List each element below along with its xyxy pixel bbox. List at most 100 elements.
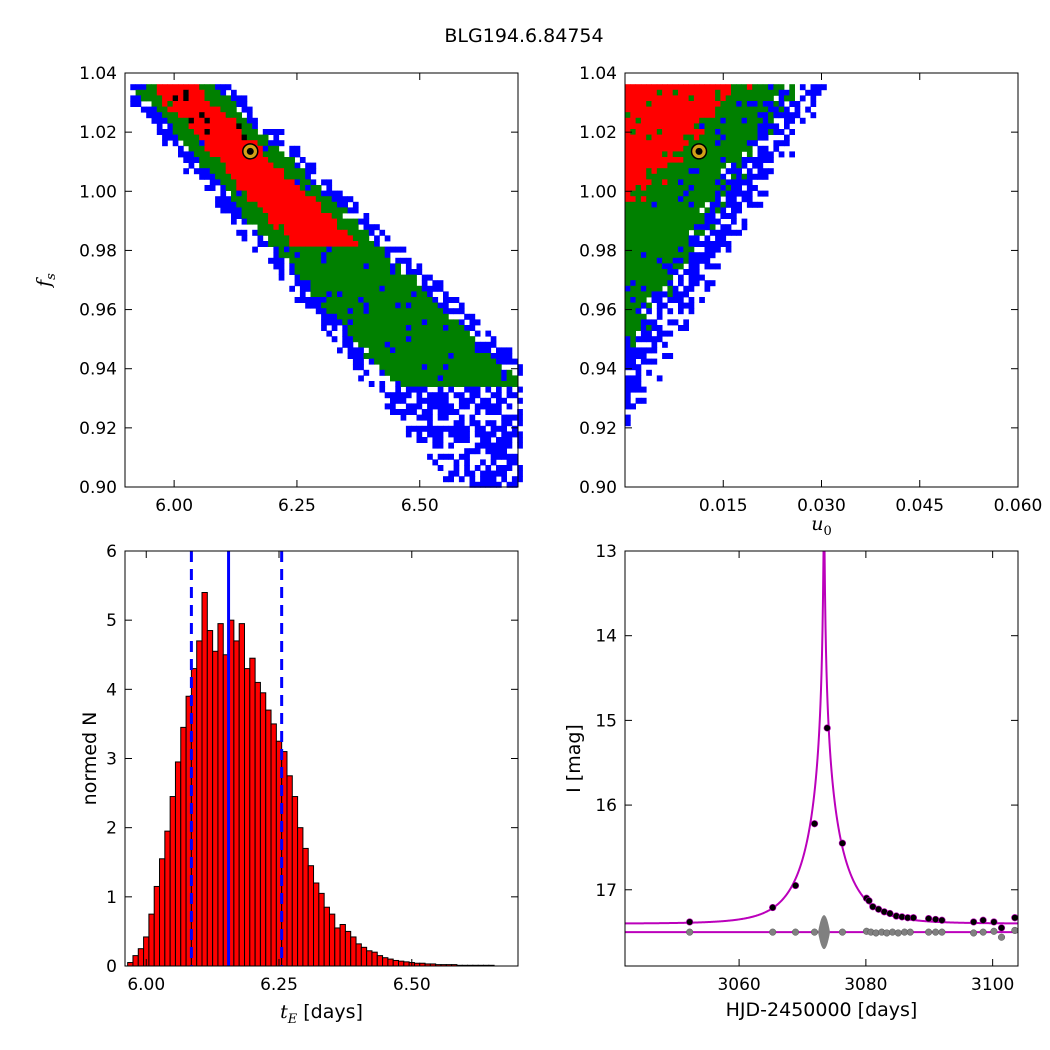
density-cell bbox=[667, 112, 674, 119]
density-cell bbox=[405, 280, 412, 287]
density-cell bbox=[411, 336, 417, 343]
density-cell bbox=[384, 263, 391, 270]
density-cell bbox=[640, 145, 647, 152]
density-cell bbox=[646, 218, 652, 225]
density-cell bbox=[363, 229, 370, 236]
density-cell bbox=[630, 341, 636, 348]
density-cell bbox=[731, 201, 737, 208]
density-cell bbox=[635, 269, 642, 275]
density-cell bbox=[363, 252, 370, 259]
density-cell bbox=[496, 375, 502, 382]
density-cell bbox=[199, 123, 205, 130]
density-cell bbox=[151, 95, 158, 102]
density-cell bbox=[416, 437, 423, 443]
density-cell bbox=[651, 173, 658, 180]
histogram-bar bbox=[159, 858, 166, 967]
density-cell bbox=[368, 336, 375, 343]
density-cell bbox=[443, 297, 449, 303]
density-cell bbox=[464, 437, 470, 443]
density-cell bbox=[331, 235, 338, 242]
density-cell bbox=[736, 101, 742, 107]
density-cell bbox=[630, 358, 636, 365]
density-cell bbox=[384, 358, 391, 365]
density-cell bbox=[784, 112, 790, 119]
density-cell bbox=[704, 84, 711, 91]
density-cell bbox=[421, 347, 428, 354]
plot-area bbox=[625, 551, 1018, 950]
density-cell bbox=[501, 465, 507, 471]
density-cell bbox=[241, 218, 248, 225]
density-cell bbox=[630, 134, 636, 141]
density-cell bbox=[278, 157, 285, 163]
density-cell bbox=[709, 157, 716, 163]
density-cell bbox=[427, 347, 433, 354]
density-cell bbox=[252, 246, 258, 253]
density-cell bbox=[352, 218, 359, 225]
data-point bbox=[769, 903, 777, 912]
density-cell bbox=[400, 325, 407, 331]
histogram-bar bbox=[371, 951, 378, 967]
density-cell bbox=[278, 201, 285, 208]
density-cell bbox=[683, 129, 689, 135]
density-cell bbox=[294, 241, 301, 247]
density-cell bbox=[273, 145, 280, 152]
density-cell bbox=[183, 101, 189, 107]
density-cell bbox=[151, 112, 158, 119]
density-cell bbox=[315, 308, 322, 315]
density-cell bbox=[480, 425, 486, 432]
density-cell bbox=[199, 168, 205, 175]
density-cell bbox=[762, 134, 769, 141]
density-cell bbox=[437, 409, 444, 415]
density-cell bbox=[662, 330, 668, 337]
x-axis-label: HJD-2450000 [days] bbox=[726, 999, 918, 1021]
density-cell bbox=[625, 173, 631, 180]
density-cell bbox=[416, 397, 423, 404]
density-cell bbox=[651, 358, 658, 365]
density-cell bbox=[453, 364, 460, 371]
density-cell bbox=[746, 151, 753, 158]
density-cell bbox=[746, 129, 753, 135]
density-cell bbox=[688, 179, 695, 186]
density-cell bbox=[140, 84, 147, 91]
density-cell bbox=[204, 95, 211, 102]
density-cell bbox=[326, 308, 333, 315]
density-cell bbox=[220, 173, 227, 180]
density-cell bbox=[374, 274, 380, 281]
density-cell bbox=[140, 106, 147, 113]
density-cell bbox=[662, 106, 668, 113]
density-cell bbox=[443, 325, 449, 331]
density-cell bbox=[178, 106, 184, 113]
density-cell bbox=[480, 431, 486, 438]
density-cell bbox=[310, 229, 317, 236]
density-cell bbox=[305, 274, 311, 281]
density-cell bbox=[204, 117, 211, 124]
density-cell bbox=[453, 330, 460, 337]
density-cell bbox=[789, 101, 795, 107]
density-cell bbox=[215, 84, 221, 91]
density-cell bbox=[400, 369, 407, 376]
density-cell bbox=[485, 465, 492, 471]
density-cell bbox=[374, 291, 380, 298]
density-cell bbox=[310, 274, 317, 281]
density-cell bbox=[178, 123, 184, 130]
density-cell bbox=[646, 269, 652, 275]
density-cell bbox=[453, 431, 460, 438]
density-cell bbox=[736, 95, 742, 102]
density-cell bbox=[225, 207, 232, 214]
density-cell bbox=[667, 145, 674, 152]
density-cell bbox=[178, 145, 184, 152]
density-cell bbox=[448, 425, 454, 432]
density-cell bbox=[725, 134, 732, 141]
density-cell bbox=[427, 341, 433, 348]
density-cell bbox=[625, 330, 631, 337]
density-cell bbox=[411, 308, 417, 315]
density-cell bbox=[215, 157, 221, 163]
density-cell bbox=[421, 319, 428, 326]
density-cell bbox=[458, 308, 465, 315]
density-cell bbox=[789, 129, 795, 135]
density-cell bbox=[395, 246, 401, 253]
density-cell bbox=[469, 353, 476, 359]
density-cell bbox=[474, 386, 481, 393]
density-cell bbox=[656, 313, 663, 320]
density-cell bbox=[699, 140, 705, 147]
